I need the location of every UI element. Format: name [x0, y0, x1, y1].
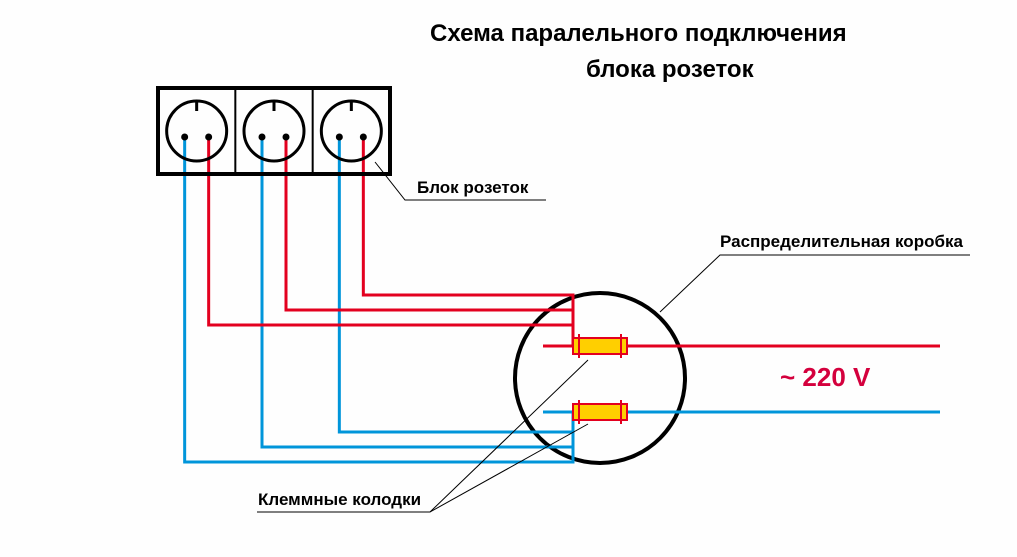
diagram-stage: Схема паралельного подключения блока роз… — [0, 0, 1017, 557]
terminal-block-bottom — [573, 400, 627, 424]
wiring-svg — [0, 0, 1017, 557]
label-socket-block: Блок розеток — [417, 178, 528, 198]
label-junction-box: Распределительная коробка — [720, 232, 963, 252]
label-terminals: Клеммные колодки — [258, 490, 421, 510]
title-line2: блока розеток — [586, 56, 754, 84]
voltage-label: ~ 220 V — [780, 362, 870, 393]
socket-block — [158, 88, 390, 174]
junction-box — [515, 293, 685, 463]
title-line1: Схема паралельного подключения — [430, 20, 847, 48]
terminal-block-top — [573, 334, 627, 358]
